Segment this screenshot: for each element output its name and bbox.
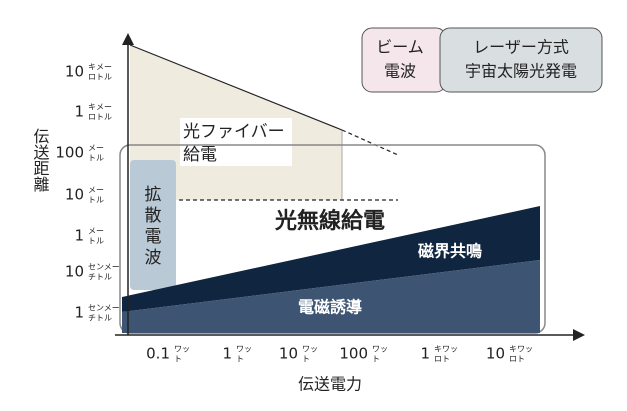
x-tick-unit: ロト	[434, 355, 450, 364]
legend-laser	[439, 27, 603, 93]
y-tick-unit: メー	[88, 186, 104, 195]
induction-region	[122, 260, 540, 333]
boundary	[129, 44, 343, 131]
x-tick-value: 1	[420, 345, 430, 363]
y-tick-value: 10	[65, 186, 84, 204]
x-tick-unit: ト	[302, 355, 310, 364]
y-tick-unit: センメー	[88, 263, 120, 272]
y-tick-unit: メー	[88, 227, 104, 236]
legend-label: レーザー方式	[473, 38, 569, 57]
wireless-label: 光無線給電	[274, 208, 385, 234]
radio-region	[130, 160, 176, 290]
x-tick-unit: キワッ	[509, 345, 533, 354]
x-tick-unit: ワッ	[174, 345, 190, 354]
y-tick-value: 1	[74, 103, 84, 121]
radio-label: 拡	[145, 185, 162, 205]
y-title-text: 伝送距離	[31, 128, 50, 192]
legend-label: 電波	[384, 62, 416, 81]
x-tick-unit: ロト	[509, 355, 525, 364]
y-tick-unit: ロトル	[88, 113, 112, 122]
resonance-label: 磁界共鳴	[418, 242, 482, 261]
y-tick-unit: トル	[88, 154, 104, 163]
x-tick-value: 1	[222, 345, 232, 363]
fiber-label: 給電	[183, 145, 217, 165]
y-tick-unit: チトル	[88, 273, 112, 282]
y-tick-unit: チトル	[88, 314, 112, 323]
y-tick-value: 100	[55, 144, 84, 162]
radio-label: 電	[145, 227, 162, 247]
y-title: 伝送距離	[31, 128, 50, 192]
x-tick-unit: ワッ	[372, 345, 388, 354]
radio-label: 波	[145, 248, 162, 268]
x-tick-value: 10	[486, 345, 505, 363]
y-tick-unit: キメー	[88, 63, 112, 72]
x-tick-unit: ト	[372, 355, 380, 364]
legend-label: 宇宙太陽光発電	[465, 62, 577, 81]
y-tick-unit: トル	[88, 196, 104, 205]
x-title: 伝送電力	[298, 375, 362, 394]
y-tick-value: 10	[65, 63, 84, 81]
x-tick-unit: ワッ	[236, 345, 252, 354]
x-tick-value: 10	[279, 345, 298, 363]
radio-label: 散	[145, 206, 162, 226]
x-tick-unit: ワッ	[302, 345, 318, 354]
y-tick-value: 10	[65, 263, 84, 281]
y-tick-unit: キメー	[88, 103, 112, 112]
resonance-region	[122, 206, 540, 312]
y-tick-value: 1	[74, 304, 84, 322]
label-box	[180, 118, 292, 166]
x-tick-value: 100	[339, 345, 368, 363]
fiber-label: 光ファイバー	[183, 122, 285, 142]
y-tick-unit: トル	[88, 237, 104, 246]
y-tick-value: 1	[74, 227, 84, 245]
y-tick-unit: センメー	[88, 304, 120, 313]
y-tick-unit: メー	[88, 144, 104, 153]
x-tick-unit: キワッ	[434, 345, 458, 354]
induction-label: 電磁誘導	[298, 298, 362, 317]
y-tick-unit: ロトル	[88, 73, 112, 82]
x-tick-value: 0.1	[146, 345, 170, 363]
legend-label: ビーム	[376, 38, 424, 57]
x-tick-unit: ト	[174, 355, 182, 364]
boundary	[341, 129, 399, 156]
x-tick-unit: ト	[236, 355, 244, 364]
